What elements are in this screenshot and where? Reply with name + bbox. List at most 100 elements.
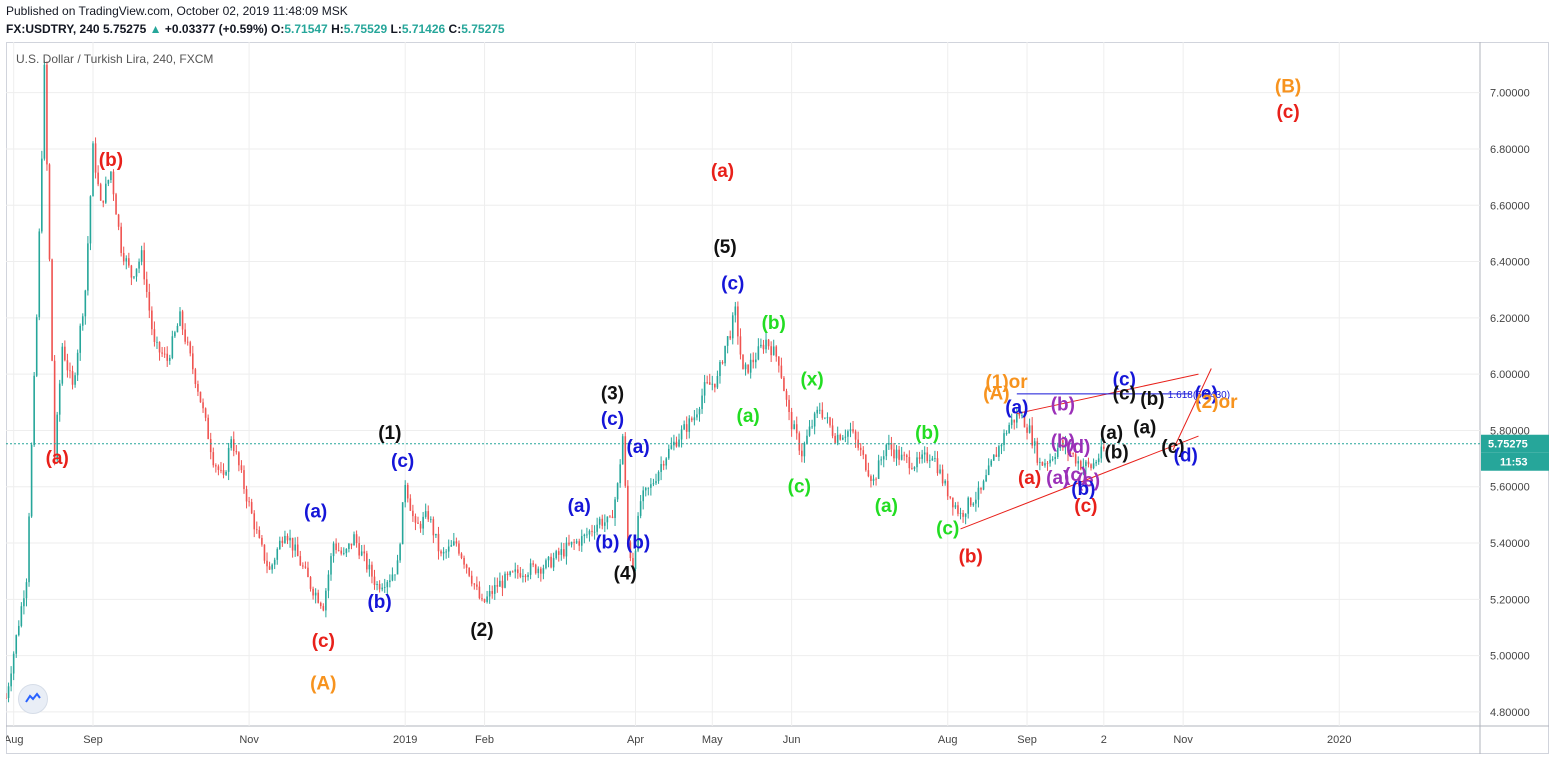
last-price-label: 5.75275 bbox=[1488, 439, 1528, 451]
candle-body bbox=[337, 549, 340, 551]
candle-body bbox=[890, 442, 893, 450]
candle-body bbox=[312, 588, 314, 596]
candle-body bbox=[547, 556, 550, 561]
price-chart[interactable]: 4.80000 5.00000 5.20000 5.40000 5.60000 5.800… bbox=[6, 42, 1549, 754]
candle-body bbox=[770, 346, 772, 356]
candle-body bbox=[28, 516, 30, 583]
candle-body bbox=[739, 336, 742, 355]
candle-body bbox=[688, 418, 691, 432]
candle-body bbox=[1028, 425, 1031, 433]
candle-body bbox=[163, 353, 166, 355]
candle-body bbox=[716, 375, 719, 388]
candle-body bbox=[568, 542, 570, 545]
candle-body bbox=[614, 499, 616, 518]
y-tick-label: 6.00000 bbox=[1490, 369, 1530, 381]
candle-body bbox=[1051, 458, 1054, 460]
published-info: Published on TradingView.com, October 02… bbox=[6, 4, 348, 18]
candle-body bbox=[263, 544, 266, 561]
candle-body bbox=[317, 592, 320, 603]
candle-body bbox=[222, 470, 225, 475]
candle-body bbox=[900, 454, 903, 460]
low-value: 5.71426 bbox=[401, 22, 446, 36]
candle-body bbox=[302, 565, 304, 567]
candle-body bbox=[583, 534, 586, 537]
wave-label: (1)or bbox=[985, 372, 1028, 393]
candle-body bbox=[102, 200, 105, 203]
candle-body bbox=[17, 625, 20, 636]
candle-body bbox=[742, 354, 744, 370]
candle-body bbox=[975, 499, 977, 504]
candle-body bbox=[271, 564, 273, 570]
candle-body bbox=[985, 475, 987, 482]
candle-body bbox=[25, 582, 28, 599]
candle-body bbox=[634, 550, 637, 569]
tradingview-cloud-icon[interactable] bbox=[18, 684, 48, 714]
candle-body bbox=[1008, 424, 1010, 434]
candle-body bbox=[1041, 462, 1044, 466]
candle-body bbox=[250, 502, 253, 514]
candle-body bbox=[194, 369, 197, 385]
candle-body bbox=[964, 513, 967, 517]
chart-area[interactable]: 4.80000 5.00000 5.20000 5.40000 5.60000 5.800… bbox=[6, 42, 1549, 754]
candle-body bbox=[291, 537, 294, 551]
candle-body bbox=[936, 458, 939, 474]
candle-body bbox=[33, 375, 35, 445]
candle-body bbox=[468, 567, 470, 576]
candle-body bbox=[130, 265, 133, 278]
candle-body bbox=[941, 469, 944, 484]
candle-body bbox=[972, 503, 975, 506]
candle-body bbox=[79, 325, 82, 353]
candle-body bbox=[506, 573, 509, 575]
candle-body bbox=[509, 571, 511, 575]
candle-body bbox=[15, 635, 18, 654]
candle-body bbox=[540, 568, 542, 574]
x-tick-label: Aug bbox=[938, 734, 958, 746]
candle-body bbox=[314, 592, 317, 596]
candle-body bbox=[1021, 415, 1023, 416]
wave-label: (b) bbox=[762, 313, 786, 334]
candle-body bbox=[652, 483, 655, 485]
candle-body bbox=[220, 469, 222, 471]
candle-body bbox=[240, 465, 243, 471]
wave-label: (c) bbox=[601, 409, 624, 430]
candle-body bbox=[76, 352, 79, 376]
candle-body bbox=[952, 497, 954, 508]
candle-body bbox=[261, 537, 263, 545]
candle-body bbox=[319, 602, 322, 607]
candle-body bbox=[834, 435, 836, 443]
candle-body bbox=[944, 480, 946, 484]
trendline bbox=[1172, 368, 1212, 451]
candle-body bbox=[662, 464, 665, 466]
candle-body bbox=[345, 548, 348, 554]
x-tick-label: Jun bbox=[783, 734, 801, 746]
candle-body bbox=[417, 522, 419, 524]
candle-body bbox=[726, 336, 729, 346]
candle-body bbox=[1016, 413, 1018, 423]
candle-body bbox=[667, 448, 670, 459]
candle-body bbox=[752, 359, 755, 363]
candle-body bbox=[281, 540, 284, 544]
candle-body bbox=[637, 515, 639, 551]
candle-body bbox=[286, 535, 289, 541]
candle-body bbox=[1000, 444, 1003, 447]
candle-body bbox=[719, 361, 721, 376]
candle-body bbox=[992, 454, 995, 461]
candle-body bbox=[749, 359, 752, 373]
wave-label: (1) bbox=[378, 423, 401, 444]
candle-body bbox=[209, 439, 212, 453]
wave-label: (b) bbox=[1051, 431, 1075, 452]
candle-body bbox=[409, 498, 412, 511]
candle-body bbox=[611, 516, 614, 518]
candle-body bbox=[859, 447, 862, 451]
candle-body bbox=[38, 231, 41, 318]
candle-body bbox=[578, 541, 581, 546]
candle-body bbox=[204, 408, 207, 418]
candle-body bbox=[816, 409, 819, 414]
candle-body bbox=[373, 576, 376, 585]
candle-body bbox=[424, 511, 427, 517]
candle-body bbox=[962, 512, 964, 517]
x-tick-label: Apr bbox=[627, 734, 644, 746]
candle-body bbox=[711, 383, 714, 385]
candle-body bbox=[378, 583, 381, 590]
candle-body bbox=[949, 496, 952, 498]
